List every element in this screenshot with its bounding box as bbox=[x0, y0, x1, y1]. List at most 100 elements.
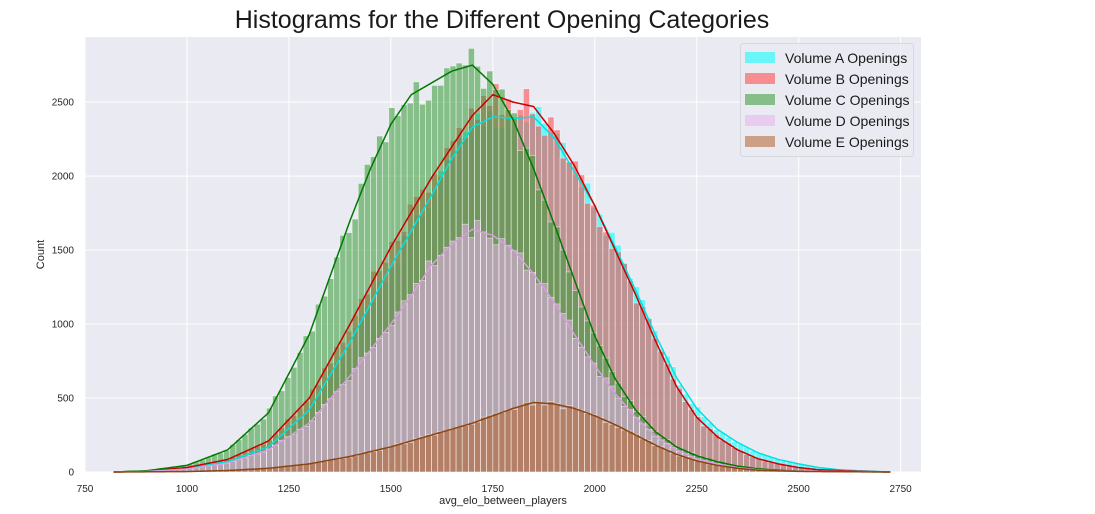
legend-swatch bbox=[745, 73, 775, 84]
x-tick-label: 1750 bbox=[482, 484, 505, 495]
histogram-bar bbox=[296, 464, 304, 473]
histogram-bar bbox=[474, 421, 481, 473]
y-tick-label: 2000 bbox=[52, 172, 75, 183]
histogram-bar bbox=[639, 438, 647, 473]
histogram-bar bbox=[400, 443, 408, 473]
bar-group-series-5 bbox=[113, 401, 891, 473]
legend-swatch bbox=[745, 94, 775, 105]
histogram-bar bbox=[468, 423, 475, 473]
histogram-bar bbox=[627, 430, 634, 473]
histogram-bar bbox=[498, 412, 506, 473]
histogram-bar bbox=[559, 408, 567, 473]
x-tick-label: 750 bbox=[77, 484, 94, 495]
legend-item: Volume C Openings bbox=[741, 89, 913, 110]
legend-item: Volume D Openings bbox=[741, 110, 913, 131]
y-tick-label: 1000 bbox=[52, 320, 75, 331]
histogram-bar bbox=[516, 405, 524, 473]
histogram-bar bbox=[700, 462, 708, 473]
histogram-bar bbox=[529, 404, 536, 473]
histogram-bar bbox=[437, 431, 445, 473]
histogram-bar bbox=[565, 405, 573, 473]
legend-label: Volume B Openings bbox=[785, 70, 909, 87]
y-tick-label: 0 bbox=[68, 468, 74, 479]
histogram-bar bbox=[608, 423, 616, 473]
histogram-bar bbox=[449, 428, 457, 473]
histogram-bar bbox=[302, 463, 310, 473]
histogram-bar bbox=[669, 452, 677, 473]
histogram-bar bbox=[651, 445, 659, 473]
histogram-bar bbox=[394, 443, 402, 473]
chart-title: Histograms for the Different Opening Cat… bbox=[234, 6, 770, 34]
histogram-bar bbox=[694, 460, 702, 473]
histogram-bar bbox=[486, 414, 494, 473]
histogram-bar bbox=[535, 402, 543, 473]
histogram-bar bbox=[602, 422, 610, 473]
histogram-bar bbox=[333, 458, 341, 473]
y-tick-label: 2500 bbox=[52, 98, 75, 109]
histogram-bar bbox=[510, 409, 518, 473]
histogram-bar bbox=[584, 413, 591, 473]
histogram-bar bbox=[688, 458, 695, 473]
histogram-bar bbox=[620, 429, 628, 473]
histogram-bar bbox=[406, 442, 414, 473]
x-tick-label: 2750 bbox=[889, 484, 912, 495]
kde-line-series-3 bbox=[113, 64, 891, 473]
kde-line-series-1 bbox=[113, 116, 891, 473]
legend-swatch bbox=[745, 52, 775, 63]
legend: Volume A Openings Volume B Openings Volume… bbox=[740, 43, 914, 157]
histogram-bar bbox=[706, 463, 714, 473]
histogram-bar bbox=[419, 436, 426, 473]
legend-item: Volume A Openings bbox=[741, 47, 913, 68]
histogram-bar bbox=[308, 463, 316, 473]
histogram-bar bbox=[523, 401, 530, 473]
histogram-bar bbox=[443, 430, 451, 473]
kde-line-series-5 bbox=[113, 401, 891, 473]
histogram-bar bbox=[412, 438, 420, 473]
histogram-bar bbox=[370, 451, 377, 473]
histogram-bar bbox=[339, 457, 347, 473]
histogram-bar bbox=[504, 409, 512, 473]
histogram-bar bbox=[492, 412, 500, 473]
y-axis-label: Count bbox=[35, 240, 47, 269]
histogram-bar bbox=[614, 427, 622, 473]
histogram-bar bbox=[382, 447, 390, 473]
histogram-bar bbox=[357, 452, 365, 473]
histogram-bar bbox=[480, 416, 487, 473]
histogram-bar bbox=[315, 462, 322, 473]
histogram-bar bbox=[321, 461, 328, 473]
histogram-bar bbox=[388, 446, 396, 473]
histogram-bar bbox=[345, 456, 353, 473]
legend-swatch bbox=[745, 115, 775, 126]
legend-label: Volume D Openings bbox=[785, 112, 910, 129]
kde-curves bbox=[113, 64, 891, 473]
histogram-bar bbox=[676, 455, 683, 473]
histogram-bar bbox=[455, 426, 463, 473]
x-tick-label: 2250 bbox=[686, 484, 709, 495]
histogram-bar bbox=[461, 425, 469, 473]
histogram-bar bbox=[596, 417, 604, 473]
legend-label: Volume C Openings bbox=[785, 91, 910, 108]
x-tick-label: 2000 bbox=[584, 484, 607, 495]
y-tick-label: 500 bbox=[57, 394, 74, 405]
histogram-bar bbox=[364, 452, 371, 473]
x-tick-label: 1250 bbox=[278, 484, 301, 495]
axis-ticks: 750 1000 1250 1500 1750 2000 2250 2500 2750 0 500 1… bbox=[52, 98, 912, 495]
histogram-bar bbox=[663, 449, 671, 473]
histogram-bar bbox=[657, 446, 665, 473]
legend-item: Volume B Openings bbox=[741, 68, 913, 89]
histogram-bar bbox=[351, 455, 359, 473]
histogram-bar bbox=[541, 404, 549, 473]
histogram-bar bbox=[431, 434, 439, 473]
histogram-bar bbox=[572, 407, 579, 473]
histogram-bar bbox=[645, 440, 653, 473]
histogram-bar bbox=[590, 414, 598, 473]
x-tick-label: 1500 bbox=[380, 484, 403, 495]
histogram-bar bbox=[578, 409, 585, 473]
histogram-bar bbox=[682, 456, 689, 473]
histogram-bar bbox=[376, 450, 383, 473]
x-tick-label: 2500 bbox=[788, 484, 811, 495]
legend-label: Volume E Openings bbox=[785, 133, 909, 150]
histogram-bar bbox=[553, 403, 561, 473]
y-tick-label: 1500 bbox=[52, 246, 75, 257]
